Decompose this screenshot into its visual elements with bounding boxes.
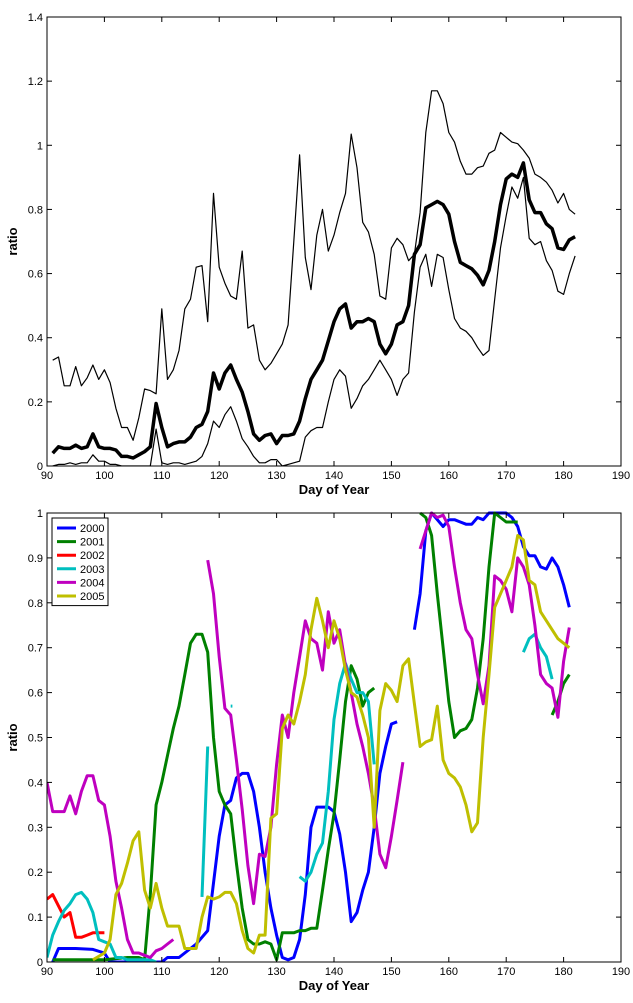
x-tick-label: 190 (612, 470, 630, 482)
x-tick-label: 90 (41, 966, 53, 978)
legend-label-2001: 2001 (80, 537, 104, 549)
series-2000-line-0 (51, 720, 398, 962)
x-tick-label: 190 (612, 966, 630, 978)
x-tick-label: 180 (554, 966, 572, 978)
series-upper-line (52, 90, 576, 441)
y-axis-label: ratio (5, 723, 20, 751)
x-tick-label: 170 (497, 966, 515, 978)
x-tick-label: 130 (267, 966, 285, 978)
series-2002-line (47, 893, 105, 939)
x-tick-label: 170 (497, 470, 515, 482)
y-tick-label: 0.9 (28, 553, 43, 565)
y-tick-label: 1 (37, 140, 43, 152)
legend-label-2003: 2003 (80, 564, 104, 576)
y-tick-label: 0 (37, 957, 43, 969)
legend-box (51, 517, 109, 607)
x-axis-label: Day of Year (299, 978, 370, 993)
y-tick-label: 0.1 (28, 912, 43, 924)
series-2001-line-0 (52, 632, 376, 962)
x-tick-label: 160 (440, 470, 458, 482)
series-lines (47, 511, 571, 962)
x-tick-label: 110 (153, 966, 171, 978)
y-tick-label: 0.2 (28, 397, 43, 409)
y-tick-label: 1 (37, 508, 43, 520)
legend-label-2002: 2002 (80, 550, 104, 562)
series-lines (51, 90, 576, 466)
legend-label-2000: 2000 (80, 523, 104, 535)
x-tick-label: 150 (382, 966, 400, 978)
series-2004-line-1 (206, 559, 405, 906)
y-axis-label: ratio (5, 227, 20, 255)
top-chart: 90 100 110 120 130 140 150 160 170 180 190 0 0.2 0.4 0… (5, 12, 630, 497)
x-tick-label: 140 (325, 966, 343, 978)
y-tick-label: 1.4 (28, 12, 43, 24)
x-tick-label: 130 (267, 470, 285, 482)
y-tick-label: 0.7 (28, 643, 43, 655)
series-2003-line-1 (200, 746, 210, 897)
x-tick-label: 180 (554, 470, 572, 482)
y-tick-label: 0.8 (28, 204, 43, 216)
y-tick-label: 0.4 (28, 333, 43, 345)
legend-label-2004: 2004 (80, 577, 104, 589)
x-tick-label: 140 (325, 470, 343, 482)
y-tick-label: 0.3 (28, 822, 43, 834)
x-tick-label: 150 (382, 470, 400, 482)
plot-frame (46, 16, 622, 467)
x-tick-label: 120 (210, 470, 228, 482)
y-tick-label: 0.2 (28, 867, 43, 879)
x-tick-label: 100 (95, 470, 113, 482)
series-2003-line-3 (298, 661, 376, 883)
y-tick-label: 0.6 (28, 269, 43, 281)
series-2004-line-0 (47, 774, 175, 959)
series-mean-line (51, 161, 576, 460)
y-tick-label: 0.4 (28, 777, 43, 789)
x-tick-label: 120 (210, 966, 228, 978)
x-axis-label: Day of Year (299, 482, 370, 497)
bottom-chart: 90 100 110 120 130 140 150 160 170 180 190 0 0.1 0.2 0… (5, 508, 630, 993)
x-tick-label: 160 (440, 966, 458, 978)
y-tick-label: 1.2 (28, 76, 43, 88)
series-2003-line-0 (47, 890, 157, 962)
series-lower-line (52, 176, 576, 466)
legend-label-2005: 2005 (80, 591, 104, 603)
series-2001-line-1 (419, 511, 518, 739)
y-tick-label: 0.5 (28, 733, 43, 745)
y-tick-label: 0.8 (28, 598, 43, 610)
x-tick-label: 90 (41, 470, 53, 482)
series-2004-line-2 (418, 511, 571, 719)
y-tick-label: 0.6 (28, 688, 43, 700)
x-tick-label: 110 (153, 470, 171, 482)
series-2005-line (92, 534, 571, 962)
y-tick-label: 0 (37, 461, 43, 473)
x-tick-label: 100 (95, 966, 113, 978)
